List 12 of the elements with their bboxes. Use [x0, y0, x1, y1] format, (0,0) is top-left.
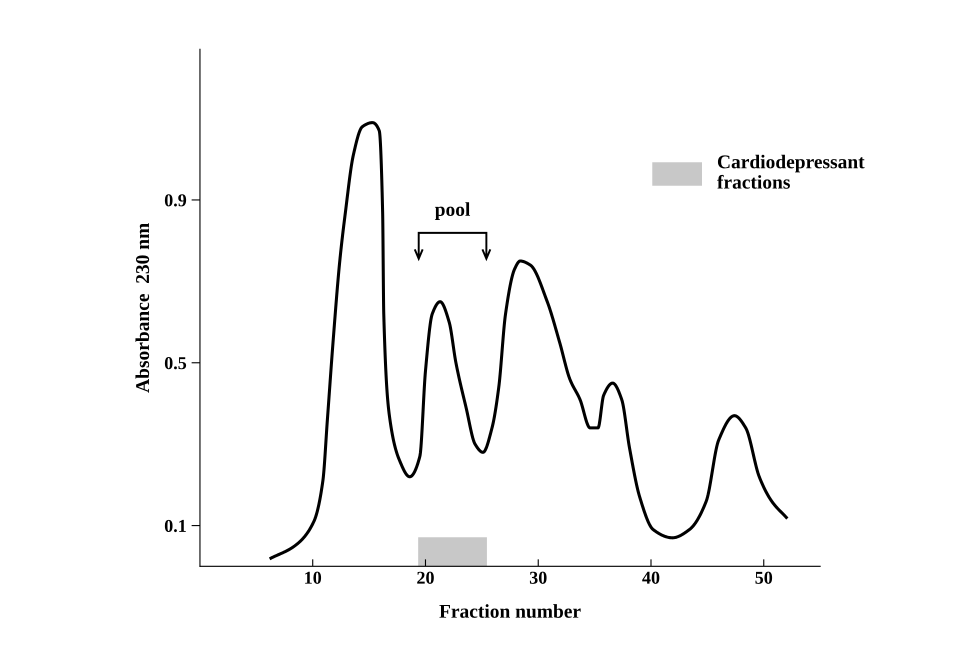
y-tick-label: 0.9: [164, 194, 186, 206]
x-tick-label: 50: [755, 572, 772, 584]
y-tick-label: 0.5: [164, 357, 186, 370]
x-tick-label: 40: [642, 572, 660, 584]
x-axis-title: Fraction number: [439, 604, 581, 618]
legend-label: Cardiodepressant fractions: [717, 154, 865, 189]
x-tick-label: 10: [305, 572, 322, 584]
x-tick-label: 20: [417, 572, 434, 584]
y-axis-title: Absorbance 230 nm: [135, 223, 150, 393]
y-tick-label: 0.1: [164, 520, 186, 532]
annotation: pool: [434, 202, 470, 220]
x-tick-label: 30: [530, 572, 547, 584]
